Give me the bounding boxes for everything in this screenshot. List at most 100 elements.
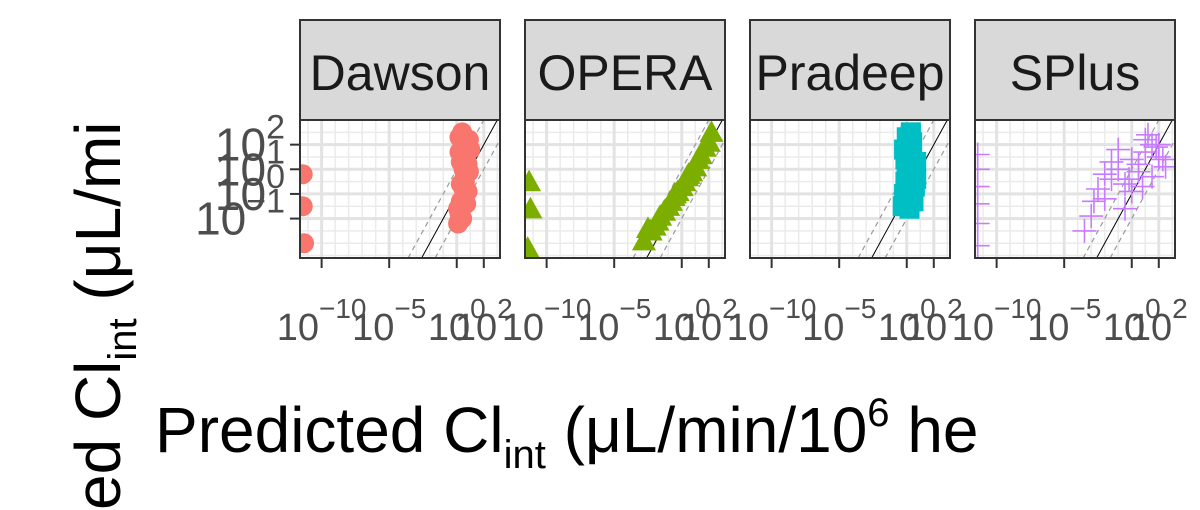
panel-background	[975, 120, 1175, 258]
facet-label-splus: SPlus	[1010, 45, 1141, 101]
data-point	[1140, 164, 1165, 189]
data-point	[975, 233, 990, 258]
facet-panel-pradeep	[749, 119, 951, 259]
x-tick-label: 10−5	[352, 293, 426, 349]
data-point	[450, 151, 471, 172]
data-point	[663, 181, 687, 204]
data-point	[1130, 174, 1155, 199]
data-point	[902, 132, 923, 153]
y-tick-label: 100	[215, 158, 285, 220]
facet-label-pradeep: Pradeep	[755, 45, 944, 101]
facet-label-opera: OPERA	[537, 45, 713, 101]
x-tick-label: 10−5	[802, 293, 876, 349]
data-point	[1106, 137, 1131, 162]
facet-panel-opera	[524, 119, 726, 259]
panel-plot-area	[300, 120, 500, 258]
data-point	[1135, 122, 1160, 147]
y-axis-title: ed Clint (μL/mi	[62, 121, 145, 510]
facet-strip-opera: OPERA	[524, 19, 726, 121]
data-point	[1072, 218, 1097, 243]
data-point	[525, 236, 540, 258]
data-point	[525, 169, 542, 192]
panel-plot-area	[975, 120, 1175, 258]
x-tick-label: 100	[653, 293, 711, 349]
data-point	[300, 233, 315, 254]
x-tick-label: 100	[878, 293, 936, 349]
facet-label-dawson: Dawson	[310, 45, 491, 101]
data-point	[975, 211, 990, 236]
x-tick-label: 102	[1130, 293, 1188, 349]
data-point	[1146, 132, 1171, 157]
data-point	[300, 196, 313, 217]
facet-strip-background	[299, 19, 501, 121]
data-point	[1117, 167, 1142, 192]
data-point	[1092, 162, 1117, 187]
x-tick-label: 10−10	[952, 293, 1042, 349]
data-point	[1113, 196, 1137, 221]
panel-border	[524, 119, 726, 259]
fold-line	[659, 139, 725, 258]
panel-grid	[300, 120, 500, 258]
data-point	[1119, 147, 1144, 172]
x-tick-label: 10−10	[727, 293, 817, 349]
data-point	[1150, 147, 1175, 172]
data-point	[1126, 152, 1151, 177]
data-point	[458, 129, 479, 150]
panel-plot-area	[750, 120, 950, 258]
panel-border	[749, 119, 951, 259]
y-tick-label: 101	[215, 133, 285, 195]
data-point	[1081, 189, 1106, 214]
facet-strip-background	[524, 19, 726, 121]
data-point	[454, 171, 475, 192]
x-tick-label: 100	[1103, 293, 1161, 349]
x-tick-label: 10−10	[502, 293, 592, 349]
data-point	[676, 162, 701, 184]
y-tick-label: 102	[215, 109, 285, 171]
panel-plot-area	[525, 120, 725, 258]
data-point	[696, 130, 721, 152]
x-tick-label: 102	[905, 293, 963, 349]
series-splus	[975, 122, 1175, 258]
facet-strip-background	[974, 19, 1176, 121]
data-point	[899, 198, 920, 219]
facet-strip-background	[749, 19, 951, 121]
panel-grid	[525, 120, 725, 258]
data-point	[904, 176, 925, 197]
data-point	[1099, 149, 1124, 174]
data-point	[525, 196, 543, 219]
data-point	[1085, 177, 1110, 201]
x-tick-label: 10−10	[277, 293, 367, 349]
data-point	[456, 193, 477, 214]
panel-border	[299, 119, 501, 259]
facet-strip-pradeep: Pradeep	[749, 19, 951, 121]
facet-panel-dawson	[299, 119, 501, 259]
series-pradeep	[892, 122, 927, 219]
identity-line	[1096, 120, 1173, 258]
facet-panels: Dawson OPERA Pradeep SPlus	[299, 19, 1176, 259]
data-point	[1092, 186, 1117, 211]
series-opera	[525, 120, 724, 258]
data-point	[656, 194, 681, 216]
facet-strip-splus: SPlus	[974, 19, 1176, 121]
data-point	[1144, 135, 1169, 160]
x-axis-title: Predicted Clint (μL/min/106 he	[155, 391, 979, 477]
y-tick-label: 10−1	[195, 183, 285, 245]
x-tick-label: 100	[428, 293, 486, 349]
facet-panel-splus	[974, 119, 1176, 259]
x-tick-label: 102	[680, 293, 738, 349]
x-tick-label: 10−5	[577, 293, 651, 349]
panel-border	[974, 119, 1176, 259]
data-point	[300, 164, 313, 185]
x-tick-label: 10−5	[1027, 293, 1101, 349]
series-dawson	[300, 122, 481, 254]
data-point	[642, 213, 667, 236]
x-tick-label: 102	[455, 293, 513, 349]
data-point	[1079, 204, 1104, 229]
